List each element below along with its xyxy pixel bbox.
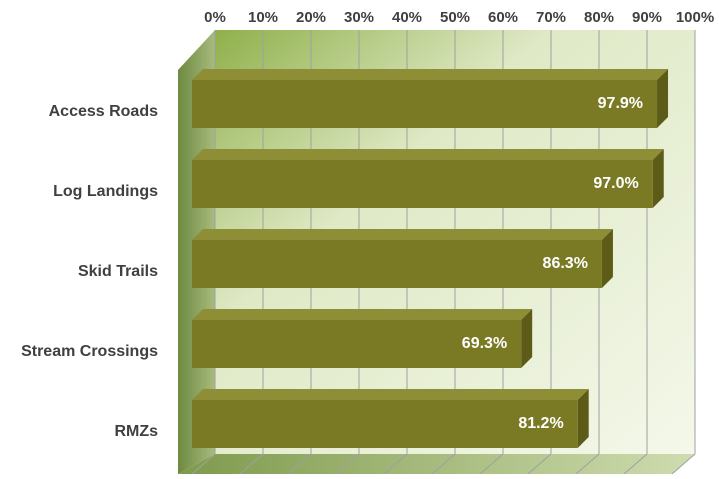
floor-grid-line bbox=[431, 453, 456, 475]
bar-end bbox=[657, 69, 669, 128]
floor bbox=[178, 454, 695, 474]
bar-end bbox=[521, 309, 533, 368]
bar-end bbox=[601, 229, 613, 288]
bar bbox=[192, 320, 522, 368]
x-tick-label: 30% bbox=[344, 9, 374, 26]
x-tick-label: 70% bbox=[536, 9, 566, 26]
bar-end bbox=[652, 149, 664, 208]
x-tick-label: 80% bbox=[584, 9, 614, 26]
data-label: 81.2% bbox=[518, 415, 563, 432]
data-label: 86.3% bbox=[543, 255, 588, 272]
floor-grid-line bbox=[575, 453, 600, 475]
bar bbox=[192, 160, 653, 208]
bar-top bbox=[192, 389, 589, 400]
floor-grid-line bbox=[479, 453, 504, 475]
x-tick-label: 60% bbox=[488, 9, 518, 26]
x-tick-label: 50% bbox=[440, 9, 470, 26]
floor-grid-line bbox=[191, 453, 216, 475]
floor-grid-line bbox=[623, 453, 648, 475]
bar-top bbox=[192, 69, 669, 80]
floor-grid-line bbox=[527, 453, 552, 475]
bar bbox=[192, 400, 578, 448]
bar-top bbox=[192, 149, 664, 160]
bar-top bbox=[192, 229, 613, 240]
bar-top bbox=[192, 309, 533, 320]
floor-grid-line bbox=[383, 453, 408, 475]
y-tick-label: Access Roads bbox=[49, 103, 158, 120]
data-label: 97.0% bbox=[593, 175, 638, 192]
bar bbox=[192, 240, 602, 288]
y-tick-label: Stream Crossings bbox=[21, 343, 158, 360]
x-tick-label: 100% bbox=[676, 9, 714, 26]
x-tick-label: 20% bbox=[296, 9, 326, 26]
floor-grid-line bbox=[239, 453, 264, 475]
floor-grid-line bbox=[335, 453, 360, 475]
y-tick-label: RMZs bbox=[114, 423, 158, 440]
bar-end bbox=[577, 389, 589, 448]
x-tick-label: 0% bbox=[204, 9, 226, 26]
x-tick-label: 40% bbox=[392, 9, 422, 26]
floor-grid-line bbox=[287, 453, 312, 475]
x-tick-label: 90% bbox=[632, 9, 662, 26]
y-tick-label: Skid Trails bbox=[78, 263, 158, 280]
data-label: 97.9% bbox=[598, 95, 643, 112]
bar bbox=[192, 80, 658, 128]
data-label: 69.3% bbox=[462, 335, 507, 352]
x-tick-label: 10% bbox=[248, 9, 278, 26]
y-tick-label: Log Landings bbox=[53, 183, 158, 200]
floor-grid-line bbox=[671, 453, 696, 475]
